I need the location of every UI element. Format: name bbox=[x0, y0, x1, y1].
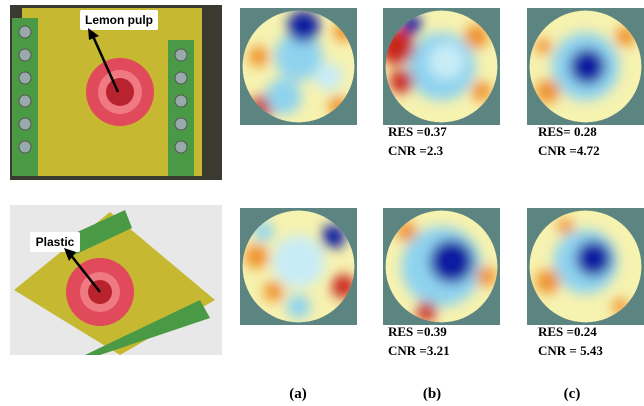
blob bbox=[429, 44, 465, 80]
cnr-label: CNR = 5.43 bbox=[538, 343, 603, 358]
page: {"photo_labels": ["Lemon pulp", "Plastic… bbox=[0, 0, 644, 406]
reconstruction-disk bbox=[386, 211, 498, 323]
reconstructions bbox=[240, 8, 644, 325]
blob bbox=[536, 39, 552, 55]
cnr-label: CNR =3.21 bbox=[388, 343, 450, 358]
photo-lemon: Lemon pulp bbox=[10, 5, 222, 180]
figure: Lemon pulp Plastic RES =0.37 CNR =2.3 RE… bbox=[0, 0, 644, 406]
reconstruction-image bbox=[527, 208, 644, 325]
res-label: RES =0.39 bbox=[388, 324, 447, 339]
blob bbox=[570, 49, 606, 85]
reconstruction-image bbox=[240, 8, 357, 125]
blob bbox=[266, 79, 302, 115]
blob bbox=[558, 219, 574, 235]
blob bbox=[287, 295, 311, 319]
res-label: RES =0.37 bbox=[388, 124, 447, 139]
column-label: (a) bbox=[289, 386, 307, 402]
photo-label: Plastic bbox=[36, 235, 75, 249]
blob bbox=[477, 267, 497, 287]
blob bbox=[390, 70, 414, 94]
reconstruction-image bbox=[379, 8, 501, 125]
res-label: RES =0.24 bbox=[538, 324, 597, 339]
blob bbox=[536, 270, 560, 294]
cnr-label: CNR =2.3 bbox=[388, 143, 444, 158]
reconstruction-image bbox=[383, 208, 500, 325]
blob bbox=[430, 240, 474, 284]
blob bbox=[288, 11, 320, 43]
photo-label: Lemon pulp bbox=[85, 13, 153, 27]
reconstruction-image bbox=[527, 8, 644, 125]
reconstruction-disk bbox=[243, 11, 355, 123]
blob bbox=[576, 241, 612, 277]
column-label: (c) bbox=[564, 386, 581, 402]
cnr-label: CNR =4.72 bbox=[538, 143, 600, 158]
res-label: RES= 0.28 bbox=[538, 124, 597, 139]
reconstruction-disk bbox=[530, 11, 642, 123]
photo-plastic: Plastic bbox=[10, 205, 222, 355]
blob bbox=[249, 47, 269, 67]
reconstruction-disk bbox=[530, 211, 642, 323]
blob bbox=[273, 236, 325, 288]
blob bbox=[315, 63, 343, 91]
reconstruction-image bbox=[240, 208, 357, 325]
blob bbox=[245, 245, 269, 269]
blob bbox=[264, 282, 284, 302]
column-label: (b) bbox=[423, 386, 441, 402]
